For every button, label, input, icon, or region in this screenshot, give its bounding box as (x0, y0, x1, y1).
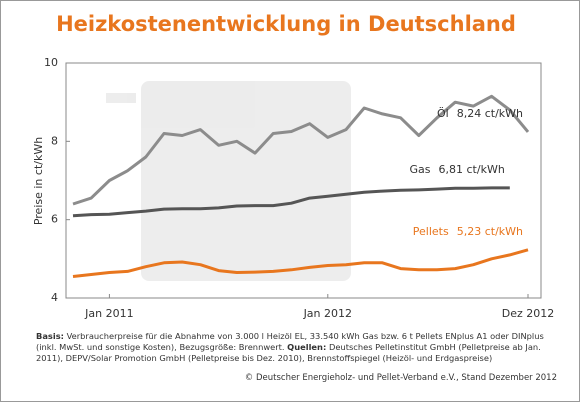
y-axis-label: Preise in ct/kWh (32, 137, 45, 225)
y-tick-label: 8 (51, 134, 58, 147)
radiator-watermark (106, 81, 351, 281)
series-annotation: Pellets 5,23 ct/kWh (413, 225, 523, 238)
annotation-value: 8,24 ct/kWh (457, 107, 523, 120)
sources-text: Deutsches Pelletinstitut GmbH (Pelletpre… (36, 342, 541, 363)
series-line (72, 94, 530, 206)
series-annotation: Öl 8,24 ct/kWh (437, 107, 523, 120)
legend-name: Pellets (413, 225, 449, 238)
x-tick-label: Dez 2012 (502, 307, 555, 320)
annotation-value: 5,23 ct/kWh (457, 225, 523, 238)
legend-name: Gas (410, 163, 431, 176)
chart-title: Heizkostenentwicklung in Deutschland (56, 12, 516, 36)
y-tick-label: 6 (51, 213, 58, 226)
footnote: Basis: Verbraucherpreise für die Abnahme… (36, 331, 551, 364)
copyright: © Deutscher Energieholz- und Pellet-Verb… (244, 373, 557, 383)
x-tick-label: Jan 2011 (84, 307, 133, 320)
basis-label: Basis: (36, 331, 64, 341)
series-annotation: Gas 6,81 ct/kWh (410, 163, 505, 176)
basis-text: Verbraucherpreise für die Abnahme von 3.… (36, 331, 544, 352)
annotation-value: 6,81 ct/kWh (439, 163, 505, 176)
chart: Heizkostenentwicklung in Deutschland Pre… (32, 12, 555, 320)
y-tick-label: 10 (44, 56, 58, 69)
y-tick-label: 4 (51, 291, 58, 304)
x-tick-label: Jan 2012 (303, 307, 352, 320)
legend-name: Öl (437, 107, 449, 120)
series-line (72, 186, 510, 218)
series-line (72, 248, 529, 278)
sources-label: Quellen: (287, 342, 327, 352)
